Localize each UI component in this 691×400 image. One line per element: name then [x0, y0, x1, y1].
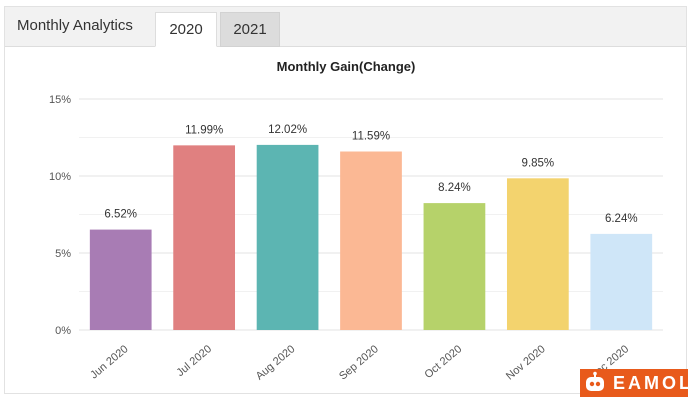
- value-label: 12.02%: [268, 124, 307, 136]
- value-label: 11.59%: [352, 131, 390, 143]
- bar-dec-2020[interactable]: [590, 233, 653, 330]
- bars: [89, 144, 653, 330]
- x-tick-label: Jul 2020: [174, 343, 214, 379]
- y-tick-label: 15%: [49, 94, 71, 106]
- y-axis-ticks: 0% 5% 10% 15%: [49, 94, 71, 337]
- y-tick-label: 0%: [55, 325, 71, 337]
- x-tick-label: Aug 2020: [254, 343, 298, 382]
- value-label: 6.52%: [104, 209, 137, 221]
- bar-jun-2020[interactable]: [89, 229, 152, 330]
- value-label: 8.24%: [438, 182, 471, 194]
- value-label: 9.85%: [522, 157, 555, 169]
- robot-icon: [583, 371, 607, 395]
- tab-bar: Monthly Analytics 2020 2021: [5, 7, 686, 47]
- x-axis-ticks: Jun 2020 Jul 2020 Aug 2020 Sep 2020 Oct 2020…: [88, 343, 631, 382]
- value-labels: 6.52% 11.99% 12.02% 11.59% 8.24% 9.85% 6.24%: [104, 124, 637, 225]
- value-label: 6.24%: [605, 213, 638, 225]
- tab-2021[interactable]: 2021: [220, 12, 280, 47]
- y-tick-label: 10%: [49, 171, 71, 183]
- bar-jul-2020[interactable]: [173, 145, 236, 330]
- x-tick-label: Oct 2020: [422, 343, 464, 381]
- chart-area: Monthly Gain(Change) 0% 5% 10% 15% 6.52% 11.…: [5, 47, 688, 393]
- value-label: 11.99%: [185, 124, 223, 136]
- x-tick-label: Jun 2020: [88, 343, 130, 381]
- y-tick-label: 5%: [55, 248, 71, 260]
- monthly-gain-chart: Monthly Gain(Change) 0% 5% 10% 15% 6.52% 11.…: [49, 59, 663, 383]
- x-tick-label: Nov 2020: [504, 343, 548, 382]
- tab-2020[interactable]: 2020: [155, 12, 217, 47]
- eamol-logo: EAMOL: [580, 369, 691, 397]
- bar-oct-2020[interactable]: [423, 203, 486, 330]
- bar-aug-2020[interactable]: [256, 144, 319, 330]
- widget-title: Monthly Analytics: [17, 17, 133, 34]
- monthly-analytics-widget: Monthly Analytics 2020 2021 Monthly Gain…: [4, 6, 687, 394]
- x-tick-label: Sep 2020: [337, 343, 381, 382]
- chart-title: Monthly Gain(Change): [277, 59, 416, 74]
- bar-sep-2020[interactable]: [340, 151, 402, 330]
- logo-text: EAMOL: [613, 372, 691, 393]
- bar-nov-2020[interactable]: [506, 178, 569, 330]
